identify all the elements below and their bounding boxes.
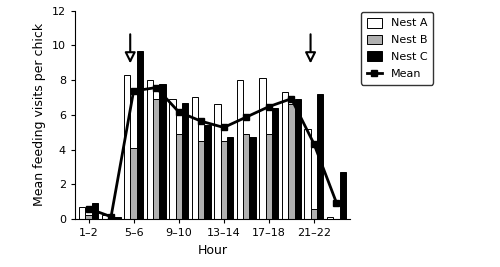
Bar xyxy=(282,92,288,219)
Bar xyxy=(124,75,130,219)
Bar xyxy=(250,138,256,219)
Bar xyxy=(304,129,311,219)
Bar xyxy=(198,141,204,219)
Bar xyxy=(317,94,324,219)
Bar xyxy=(102,215,108,219)
Bar xyxy=(288,104,294,219)
Bar xyxy=(182,103,188,219)
Bar xyxy=(130,148,137,219)
Bar xyxy=(327,217,334,219)
Bar xyxy=(340,172,346,219)
Bar xyxy=(272,108,278,219)
Bar xyxy=(220,141,227,219)
Bar xyxy=(204,125,210,219)
Bar xyxy=(176,134,182,219)
Bar xyxy=(146,80,153,219)
Bar xyxy=(137,51,143,219)
Legend: Nest A, Nest B, Nest C, Mean: Nest A, Nest B, Nest C, Mean xyxy=(361,12,433,85)
Bar xyxy=(237,80,243,219)
Bar xyxy=(260,78,266,219)
Bar xyxy=(214,104,220,219)
Bar xyxy=(79,207,86,219)
Bar xyxy=(153,99,160,219)
Bar xyxy=(86,215,91,219)
Bar xyxy=(227,138,233,219)
Bar xyxy=(169,99,175,219)
Bar xyxy=(311,209,317,219)
Bar xyxy=(192,97,198,219)
Y-axis label: Mean feeding visits per chick: Mean feeding visits per chick xyxy=(34,23,46,206)
X-axis label: Hour: Hour xyxy=(198,244,228,257)
Bar xyxy=(92,203,98,219)
Bar xyxy=(108,217,114,219)
Bar xyxy=(114,217,120,219)
Bar xyxy=(266,134,272,219)
Bar xyxy=(243,134,250,219)
Bar xyxy=(294,99,301,219)
Bar xyxy=(160,84,166,219)
